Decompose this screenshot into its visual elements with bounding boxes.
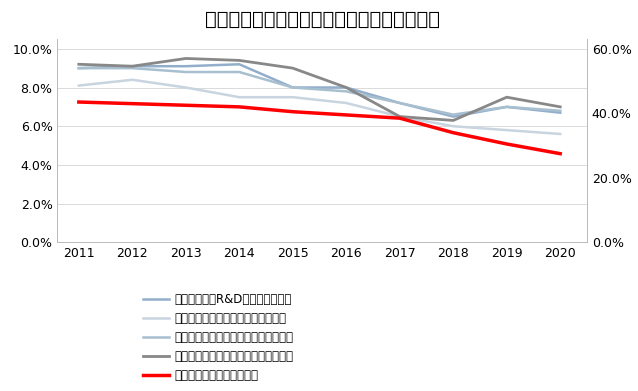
规上工业企业R&D经费占比（左） xyxy=(182,64,189,68)
规上工业企业开发新品经费占比（左） xyxy=(503,104,510,109)
Line: 规上工业企业新品销售收入占比（左）: 规上工业企业新品销售收入占比（左） xyxy=(79,59,560,120)
技术市场成交额占比（右） xyxy=(289,109,297,114)
规上工业企业新品销售收入占比（左） xyxy=(449,118,457,123)
规上工业企业专利申请数占比（左） xyxy=(503,128,510,133)
技术市场成交额占比（右） xyxy=(343,113,350,117)
规上工业企业开发新品经费占比（左） xyxy=(182,70,189,74)
Line: 技术市场成交额占比（右）: 技术市场成交额占比（右） xyxy=(79,102,560,154)
Line: 规上工业企业R&D经费占比（左）: 规上工业企业R&D经费占比（左） xyxy=(79,64,560,117)
规上工业企业开发新品经费占比（左） xyxy=(449,112,457,117)
规上工业企业开发新品经费占比（左） xyxy=(396,100,404,105)
规上工业企业R&D经费占比（左） xyxy=(503,104,510,109)
规上工业企业新品销售收入占比（左） xyxy=(396,114,404,119)
规上工业企业新品销售收入占比（左） xyxy=(343,85,350,90)
规上工业企业专利申请数占比（左） xyxy=(396,114,404,119)
规上工业企业新品销售收入占比（左） xyxy=(556,104,564,109)
规上工业企业R&D经费占比（左） xyxy=(235,62,243,66)
技术市场成交额占比（右） xyxy=(75,100,83,104)
规上工业企业R&D经费占比（左） xyxy=(396,100,404,105)
规上工业企业新品销售收入占比（左） xyxy=(235,58,243,63)
规上工业企业专利申请数占比（左） xyxy=(235,95,243,100)
技术市场成交额占比（右） xyxy=(449,130,457,135)
规上工业企业R&D经费占比（左） xyxy=(556,110,564,115)
规上工业企业R&D经费占比（左） xyxy=(343,85,350,90)
技术市场成交额占比（右） xyxy=(128,101,136,106)
技术市场成交额占比（右） xyxy=(396,116,404,120)
技术市场成交额占比（右） xyxy=(182,103,189,108)
Line: 规上工业企业开发新品经费占比（左）: 规上工业企业开发新品经费占比（左） xyxy=(79,68,560,115)
规上工业企业专利申请数占比（左） xyxy=(182,85,189,90)
规上工业企业专利申请数占比（左） xyxy=(128,77,136,82)
技术市场成交额占比（右） xyxy=(556,151,564,156)
规上工业企业专利申请数占比（左） xyxy=(289,95,297,100)
Title: 京津冀区域多项数值在全国的比重呈下降趋势: 京津冀区域多项数值在全国的比重呈下降趋势 xyxy=(205,10,440,29)
规上工业企业专利申请数占比（左） xyxy=(75,83,83,88)
规上工业企业新品销售收入占比（左） xyxy=(128,64,136,68)
规上工业企业新品销售收入占比（左） xyxy=(503,95,510,100)
规上工业企业R&D经费占比（左） xyxy=(128,64,136,68)
规上工业企业R&D经费占比（左） xyxy=(75,66,83,70)
规上工业企业开发新品经费占比（左） xyxy=(235,70,243,74)
规上工业企业开发新品经费占比（左） xyxy=(75,66,83,70)
技术市场成交额占比（右） xyxy=(235,104,243,109)
规上工业企业专利申请数占比（左） xyxy=(343,100,350,105)
规上工业企业R&D经费占比（左） xyxy=(289,85,297,90)
规上工业企业开发新品经费占比（左） xyxy=(556,108,564,113)
规上工业企业新品销售收入占比（左） xyxy=(75,62,83,66)
Legend: 规上工业企业R&D经费占比（左）, 规上工业企业专利申请数占比（左）, 规上工业企业开发新品经费占比（左）, 规上工业企业新品销售收入占比（左）, 技术市场成交: 规上工业企业R&D经费占比（左）, 规上工业企业专利申请数占比（左）, 规上工业… xyxy=(143,293,293,382)
规上工业企业专利申请数占比（左） xyxy=(449,124,457,129)
规上工业企业新品销售收入占比（左） xyxy=(182,56,189,61)
规上工业企业开发新品经费占比（左） xyxy=(289,85,297,90)
规上工业企业开发新品经费占比（左） xyxy=(128,66,136,70)
Line: 规上工业企业专利申请数占比（左）: 规上工业企业专利申请数占比（左） xyxy=(79,80,560,134)
规上工业企业R&D经费占比（左） xyxy=(449,114,457,119)
规上工业企业专利申请数占比（左） xyxy=(556,132,564,136)
规上工业企业开发新品经费占比（左） xyxy=(343,89,350,94)
规上工业企业新品销售收入占比（左） xyxy=(289,66,297,70)
技术市场成交额占比（右） xyxy=(503,142,510,146)
